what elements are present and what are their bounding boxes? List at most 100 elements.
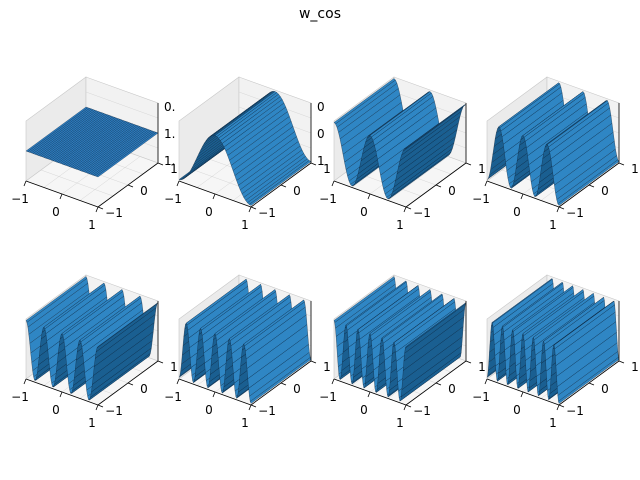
y-tick (588, 184, 595, 188)
y-tick-label: 1 (170, 162, 178, 176)
y-tick-label: −1 (413, 404, 431, 418)
y-tick-label: 1 (631, 360, 639, 374)
y-tick (465, 360, 472, 364)
y-tick (250, 206, 257, 210)
x-tick (331, 378, 335, 385)
y-tick (310, 162, 317, 166)
x-tick-label: 1 (88, 218, 96, 232)
x-tick (331, 180, 335, 187)
z-tick-label: 0 (317, 100, 325, 114)
x-tick (59, 391, 63, 398)
x-tick (95, 206, 99, 213)
x-tick (556, 206, 560, 213)
x-tick-label: 1 (396, 218, 404, 232)
y-tick (280, 184, 287, 188)
y-tick (558, 404, 565, 408)
x-tick-label: 1 (241, 416, 249, 430)
z-tick-label: 1. (164, 127, 175, 141)
y-tick-label: −1 (258, 206, 276, 220)
y-tick-label: 0 (293, 382, 301, 396)
surface (486, 278, 620, 404)
y-tick (97, 404, 104, 408)
x-tick-label: 0 (513, 205, 521, 219)
x-tick-label: −1 (11, 390, 29, 404)
x-tick (484, 378, 488, 385)
y-tick-label: 0 (140, 184, 148, 198)
surface (178, 278, 312, 404)
x-tick (176, 378, 180, 385)
z-tick-label: 1. (164, 154, 175, 168)
y-tick-label: 0 (140, 382, 148, 396)
y-tick (588, 382, 595, 386)
x-tick (520, 193, 524, 200)
x-tick-label: 0 (52, 403, 60, 417)
y-tick (310, 360, 317, 364)
y-tick-label: 1 (478, 360, 486, 374)
y-tick (405, 206, 412, 210)
z-tick-label: 1 (317, 154, 325, 168)
y-tick-label: 1 (631, 162, 639, 176)
x-tick (95, 404, 99, 411)
x-tick-label: −1 (472, 192, 490, 206)
x-tick-label: 1 (396, 416, 404, 430)
x-tick (23, 180, 27, 187)
surface (333, 78, 467, 200)
y-tick (558, 206, 565, 210)
y-tick (157, 360, 164, 364)
x-tick-label: 1 (88, 416, 96, 430)
x-tick-label: −1 (164, 390, 182, 404)
subplot-5: −1 0 1 −1 0 1 (11, 274, 178, 430)
x-tick (248, 206, 252, 213)
y-tick (127, 382, 134, 386)
y-tick-label: 0 (293, 184, 301, 198)
x-tick-label: −1 (319, 192, 337, 206)
y-tick-label: 0 (448, 184, 456, 198)
subplot-2: −1 0 1 −1 0 1 0 0 1 (164, 76, 331, 232)
y-tick-label: −1 (413, 206, 431, 220)
x-tick-label: 0 (513, 403, 521, 417)
subplot-4: −1 0 1 −1 0 1 (472, 76, 639, 232)
y-tick-label: −1 (566, 404, 584, 418)
y-tick-label: −1 (105, 404, 123, 418)
y-tick (157, 162, 164, 166)
x-tick (403, 404, 407, 411)
x-tick-label: 0 (205, 403, 213, 417)
subplot-6: −1 0 1 −1 0 1 (164, 274, 331, 430)
y-tick-label: 0 (601, 382, 609, 396)
x-tick (248, 404, 252, 411)
y-tick-label: −1 (258, 404, 276, 418)
x-tick-label: 0 (205, 205, 213, 219)
grid-line (85, 91, 159, 119)
y-tick-label: −1 (566, 206, 584, 220)
figure-title: w_cos (298, 6, 341, 22)
y-tick (465, 162, 472, 166)
x-tick-label: 1 (241, 218, 249, 232)
x-tick-label: −1 (11, 192, 29, 206)
y-tick (618, 360, 625, 364)
y-tick-label: −1 (105, 206, 123, 220)
y-tick (405, 404, 412, 408)
y-tick-label: 1 (170, 360, 178, 374)
y-tick (435, 184, 442, 188)
y-tick (435, 382, 442, 386)
z-tick-label: 0. (164, 100, 175, 114)
surface (486, 82, 620, 206)
y-tick-label: 0 (601, 184, 609, 198)
surface (25, 106, 159, 178)
x-tick-label: −1 (164, 192, 182, 206)
x-tick (484, 180, 488, 187)
surface (178, 91, 312, 206)
subplot-8: −1 0 1 −1 0 1 (472, 274, 639, 430)
grid-line (387, 156, 449, 201)
y-tick (280, 382, 287, 386)
x-tick (403, 206, 407, 213)
x-tick-label: 1 (549, 416, 557, 430)
y-tick (618, 162, 625, 166)
z-tick-label: 0 (317, 127, 325, 141)
x-tick (23, 378, 27, 385)
grid-line (79, 156, 141, 201)
x-tick-label: 1 (549, 218, 557, 232)
y-tick (127, 184, 134, 188)
surface (333, 276, 467, 402)
y-tick (97, 206, 104, 210)
